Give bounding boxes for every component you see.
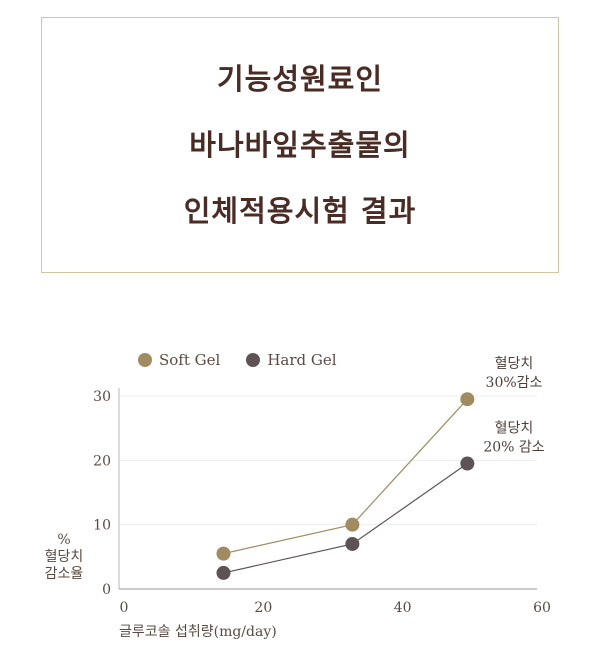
y-tick-label-30: 30 xyxy=(93,389,111,405)
chart-legend: Soft Gel Hard Gel xyxy=(138,351,363,369)
y-tick-label-20: 20 xyxy=(93,453,111,469)
y-axis-label-line-3: 감소율 xyxy=(44,566,84,582)
legend-label-soft-gel: Soft Gel xyxy=(159,351,221,369)
annotation-1-line-0: 혈당치 xyxy=(495,421,534,437)
legend-marker-soft-gel xyxy=(138,353,152,367)
data-point-s1-1 xyxy=(345,536,360,551)
legend-item-hard-gel: Hard Gel xyxy=(246,351,337,369)
legend-marker-hard-gel xyxy=(246,353,261,367)
x-tick-label-0: 0 xyxy=(120,600,129,616)
title-line-3: 인체적용시험 결과 xyxy=(183,194,417,228)
x-tick-label-40: 40 xyxy=(394,600,412,616)
y-tick-label-0: 0 xyxy=(102,582,111,598)
title-box: 기능성원료인 바나바잎추출물의 인체적용시험 결과 xyxy=(41,17,559,273)
legend-label-hard-gel: Hard Gel xyxy=(267,351,337,369)
data-point-s0-2 xyxy=(460,392,475,407)
x-tick-label-60: 60 xyxy=(533,600,551,616)
y-axis-label-line-1: % xyxy=(57,532,71,548)
annotation-0-line-1: 30%감소 xyxy=(486,375,543,391)
x-tick-label-20: 20 xyxy=(254,600,272,616)
x-axis-label: 글루코솔 섭취량(mg/day) xyxy=(119,624,277,640)
legend-item-soft-gel: Soft Gel xyxy=(138,351,220,369)
y-axis-label-line-2: 혈당치 xyxy=(44,549,84,565)
data-point-s0-0 xyxy=(216,546,231,561)
annotation-1-line-1: 20% 감소 xyxy=(483,440,544,456)
data-point-s1-0 xyxy=(216,565,231,580)
series-line-0 xyxy=(223,398,468,555)
data-point-s1-2 xyxy=(460,456,475,471)
series-line-1 xyxy=(223,463,468,574)
data-point-s0-1 xyxy=(345,517,360,532)
y-tick-label-10: 10 xyxy=(93,518,111,534)
annotation-0-line-0: 혈당치 xyxy=(495,356,534,372)
y-axis-label: % 혈당치 감소율 xyxy=(40,532,88,583)
title-line-1: 기능성원료인 xyxy=(216,62,384,96)
title-line-2: 바나바잎추출물의 xyxy=(189,128,411,162)
